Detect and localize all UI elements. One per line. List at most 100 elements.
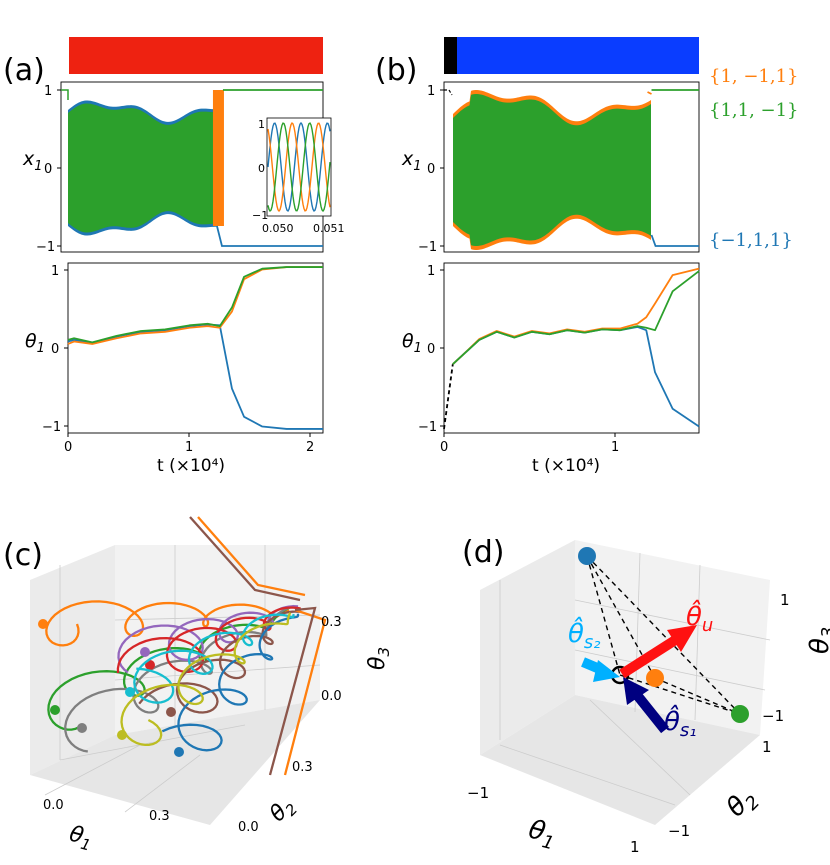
series-green-panel-0 xyxy=(67,266,323,344)
panel-label-b: (b) xyxy=(375,53,417,88)
label-theta-s2: θ̂s₂ xyxy=(568,615,601,653)
trajectory-orange xyxy=(45,600,290,647)
inset-tick-y-1: 1 xyxy=(258,118,265,131)
point-blue xyxy=(578,547,596,565)
inset-wave-orange xyxy=(267,121,331,213)
tick-d-y-m1: −1 xyxy=(668,822,690,840)
trajectory-blue xyxy=(161,613,300,752)
band-green-b xyxy=(453,94,651,246)
tick-label-a-x-1: 1 xyxy=(185,440,193,455)
vector-u xyxy=(619,625,697,679)
axis-label-d-theta1: θ1 xyxy=(524,815,559,855)
axis-label-c-theta1: θ1 xyxy=(66,822,95,855)
start-point-red xyxy=(145,660,155,670)
axes-frame-b-lower xyxy=(443,262,700,434)
start-point-gray xyxy=(77,723,87,733)
panel-d: θ̂u θ̂s₂ θ̂s₁ 1 −1 1 −1 −1 1 θ1 θ2 θ3 xyxy=(467,540,830,856)
tick-d-y-1: 1 xyxy=(762,738,772,756)
pane-c-left xyxy=(30,545,115,775)
final-orange-b xyxy=(647,91,652,95)
tick-label-b-lower-y-0: 0 xyxy=(427,342,435,357)
panel-b-upper: 1 0 −1 x1 xyxy=(401,81,700,255)
head-orange xyxy=(197,516,306,597)
ylabel-a-lower: θ1 xyxy=(25,330,45,356)
start-green-a xyxy=(61,89,69,100)
tick-c-z-03: 0.3 xyxy=(321,615,342,630)
vector-s2 xyxy=(581,657,620,682)
inset-tick-x-051: 0.051 xyxy=(313,222,345,235)
tick-label-b-lower-y-m1: −1 xyxy=(418,420,437,435)
tick-c-z-00: 0.0 xyxy=(321,689,342,704)
panel-a-lower: 1 0 −1 0 1 2 θ1 t (×10⁴) xyxy=(25,262,324,476)
tick-label-a-upper-y-0: 0 xyxy=(44,162,52,177)
panel-b-lower: 1 0 −1 0 1 θ1 t (×10⁴) xyxy=(402,262,700,476)
panel-label-d: (d) xyxy=(462,535,504,570)
series-green-panel-1 xyxy=(452,270,700,365)
start-point-orange xyxy=(38,619,48,629)
vector-s1 xyxy=(623,677,669,734)
trajectory-brown xyxy=(138,610,302,714)
legend-orange: {1, −1,1} xyxy=(709,66,799,87)
start-point-purple xyxy=(140,647,150,657)
oscillation-band-a xyxy=(61,89,323,247)
tail-orange xyxy=(283,608,327,776)
inset-tick-y-0: 0 xyxy=(258,162,265,175)
tick-label-a-upper-y-m1: −1 xyxy=(36,240,55,255)
ylabel-a-upper: x1 xyxy=(22,148,43,174)
tick-d-x-1: 1 xyxy=(630,838,640,856)
inset-wave-green xyxy=(267,122,331,213)
tick-label-a-lower-y-1: 1 xyxy=(51,264,59,279)
inset-wave-blue xyxy=(267,121,331,213)
inset-tick-x-050: 0.050 xyxy=(262,222,294,235)
series-blue-panel-1 xyxy=(452,326,700,428)
axis-label-c-theta3: θ3 xyxy=(365,647,393,670)
initial-dashed-b xyxy=(444,89,453,96)
label-theta-s1: θ̂s₁ xyxy=(664,703,697,741)
top-bar-a xyxy=(69,37,323,74)
tick-label-b-x-1: 1 xyxy=(611,440,619,455)
top-bar-b-blue xyxy=(457,37,699,74)
tick-label-b-x-0: 0 xyxy=(440,440,448,455)
panel-label-c: (c) xyxy=(3,538,43,573)
tick-d-z-1: 1 xyxy=(780,591,790,609)
axes-frame-b-upper xyxy=(443,81,700,253)
xlabel-b: t (×10⁴) xyxy=(532,456,600,476)
xlabel-a: t (×10⁴) xyxy=(157,456,225,476)
band-orange-a-tail xyxy=(212,90,224,226)
trajectory-olive xyxy=(120,612,292,747)
band-green-a xyxy=(68,103,217,233)
start-point-cyan xyxy=(125,687,135,697)
inset-a: 1 0 −1 0.050 0.051 xyxy=(252,117,345,235)
series-orange-panel-0 xyxy=(67,266,323,345)
tick-c-y-00: 0.0 xyxy=(238,820,259,835)
point-orange xyxy=(646,669,664,687)
pane-d-left xyxy=(480,540,575,755)
start-point-blue xyxy=(174,747,184,757)
panel-label-a: (a) xyxy=(3,53,45,88)
final-blue-a xyxy=(216,225,323,247)
tick-label-a-lower-y-0: 0 xyxy=(51,342,59,357)
start-point-green xyxy=(50,705,60,715)
point-green xyxy=(731,705,749,723)
series-dashed-initial-panel-1 xyxy=(443,364,454,430)
start-point-olive xyxy=(117,730,127,740)
tail-brown xyxy=(268,606,317,776)
tick-c-y-03: 0.3 xyxy=(292,760,313,775)
label-theta-u: θ̂u xyxy=(686,598,713,636)
ylabel-b-upper: x1 xyxy=(401,148,422,174)
tick-label-a-x-2: 2 xyxy=(306,440,314,455)
legend-blue: {−1,1,1} xyxy=(709,230,793,251)
top-bar-b-black xyxy=(444,37,457,74)
tick-label-a-upper-y-1: 1 xyxy=(44,84,52,99)
tick-label-b-upper-y-1: 1 xyxy=(427,84,435,99)
axes-frame-a-lower xyxy=(67,262,324,434)
axis-label-d-theta3: θ3 xyxy=(805,627,830,654)
tick-label-b-upper-y-0: 0 xyxy=(427,162,435,177)
tick-label-a-lower-y-m1: −1 xyxy=(42,420,61,435)
tick-label-a-x-0: 0 xyxy=(64,440,72,455)
legend-green: {1,1, −1} xyxy=(709,100,799,121)
start-point-brown xyxy=(166,707,176,717)
tick-c-x-03: 0.3 xyxy=(149,809,170,824)
tick-d-z-m1: −1 xyxy=(762,707,784,725)
